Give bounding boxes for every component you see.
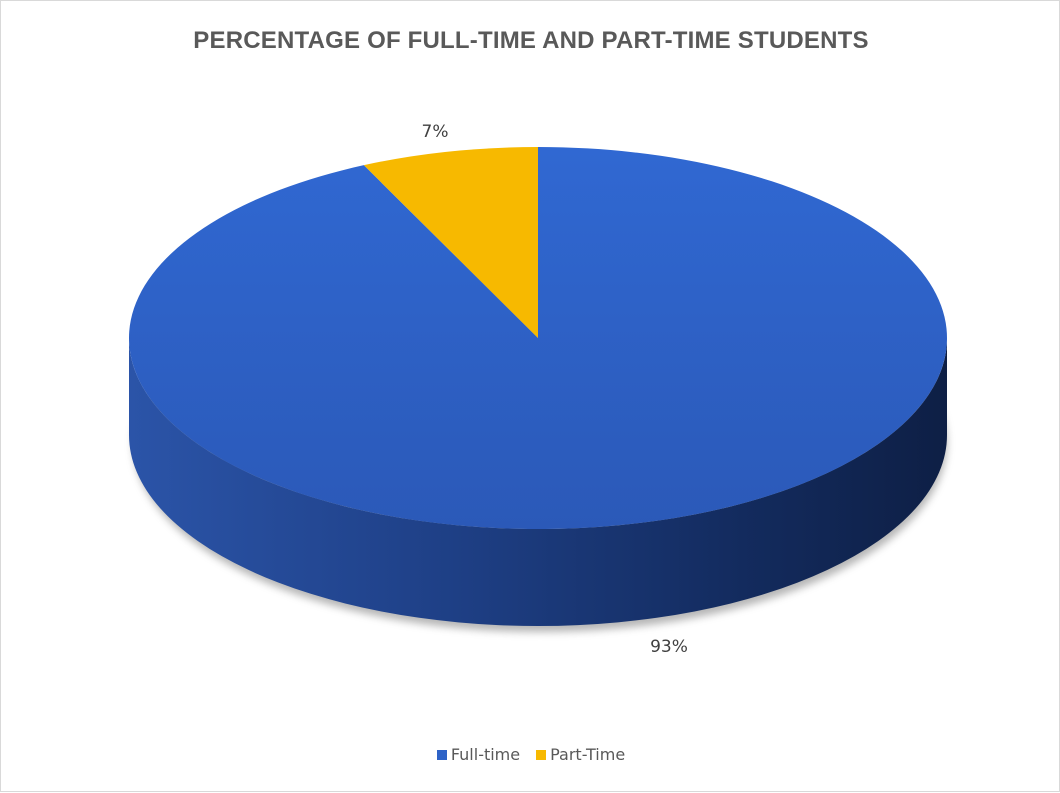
- pie-side-full-time: [129, 338, 947, 626]
- pie-slice-full-time: [129, 147, 948, 530]
- data-label-full-time: 93%: [650, 637, 688, 657]
- legend-swatch-part-time: [536, 749, 547, 760]
- legend-label-part-time: Part-Time: [550, 745, 626, 764]
- legend-swatch-full-time: [436, 749, 447, 760]
- legend: Full-time Part-Time: [1, 745, 1060, 764]
- chart-title: PERCENTAGE OF FULL-TIME AND PART-TIME ST…: [193, 27, 869, 54]
- legend-item-part-time: Part-Time: [536, 745, 625, 764]
- legend-label-full-time: Full-time: [450, 745, 521, 764]
- data-label-part-time: 7%: [422, 122, 449, 142]
- pie-slice-part-time: [363, 147, 538, 338]
- legend-item-full-time: Full-time: [436, 745, 521, 764]
